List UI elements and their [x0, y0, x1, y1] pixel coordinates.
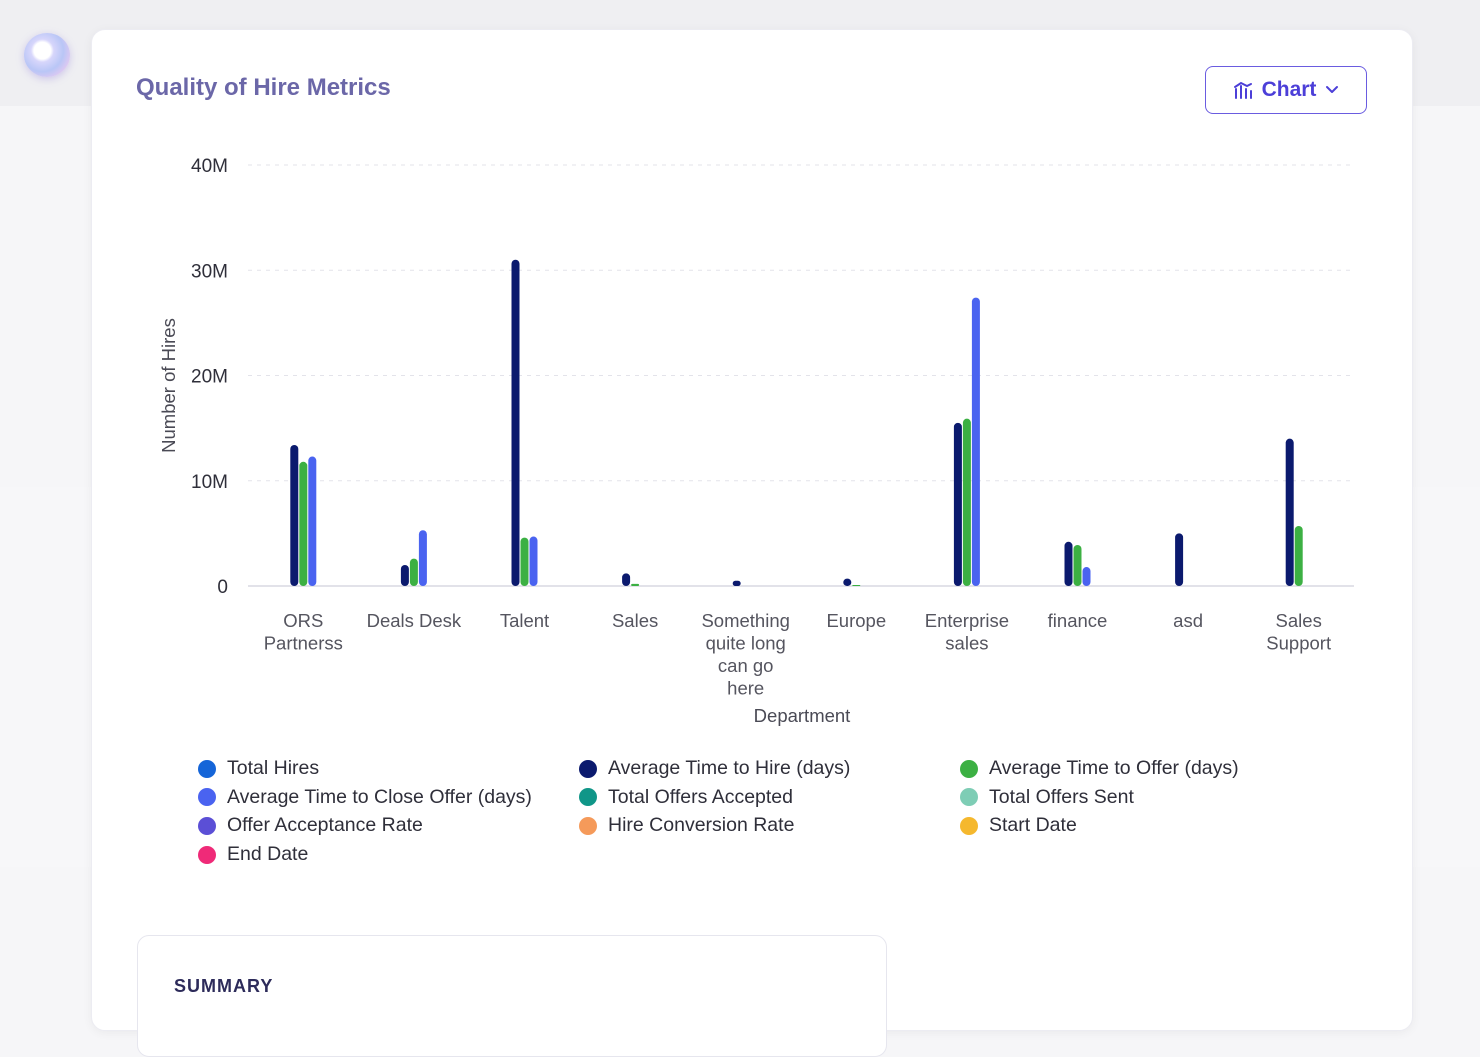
x-tick-label-line: Sales	[612, 610, 658, 631]
bar	[953, 422, 962, 586]
x-tick-label-line: ORS	[283, 610, 323, 631]
legend-label: Average Time to Close Offer (days)	[227, 785, 532, 808]
bar	[1064, 541, 1073, 586]
x-tick-label: Sales Support	[1266, 610, 1331, 654]
legend-item[interactable]: Average Time to Offer (days)	[960, 757, 1239, 780]
x-tick-label-line: Talent	[500, 610, 549, 631]
legend-swatch	[198, 816, 216, 835]
bar	[852, 584, 861, 586]
bar	[400, 564, 409, 586]
y-tick-label: 30M	[191, 261, 228, 282]
summary-label: SUMMARY	[174, 976, 274, 996]
bar	[843, 578, 852, 586]
chevron-down-icon	[1325, 85, 1339, 95]
x-tick-label-line: finance	[1048, 610, 1108, 631]
bar	[308, 456, 317, 586]
x-tick-label-line: Support	[1266, 633, 1331, 654]
legend-swatch	[579, 816, 597, 835]
x-tick-label: finance	[1048, 610, 1108, 631]
bar	[631, 583, 640, 586]
x-tick-label-line: can go	[718, 655, 774, 676]
quality-of-hire-card: Quality of Hire Metrics Chart 0 10M 20M 30M…	[91, 29, 1413, 1057]
legend-swatch	[960, 788, 978, 807]
chart-view-dropdown[interactable]: Chart	[1205, 66, 1367, 114]
legend-item[interactable]: Total Hires	[198, 757, 319, 780]
x-tick-label: Sales	[612, 610, 658, 631]
bar	[1294, 526, 1303, 586]
legend-item[interactable]: Average Time to Close Offer (days)	[198, 786, 532, 809]
y-tick-label: 0	[217, 577, 228, 598]
chart-button-label: Chart	[1261, 78, 1317, 101]
app-logo-icon[interactable]	[24, 33, 70, 77]
bar-chart: 0 10M 20M 30M 40M Number of Hires ORS Partnerss…	[158, 156, 1354, 726]
x-axis-title: Department	[754, 705, 851, 726]
legend-item[interactable]: Offer Acceptance Rate	[198, 814, 423, 837]
x-tick-label: Talent	[500, 610, 549, 631]
y-tick-label: 20M	[191, 367, 228, 388]
x-tick-label-line: quite long	[706, 633, 786, 654]
bar	[962, 418, 971, 586]
bar	[418, 530, 427, 586]
legend-item[interactable]: Hire Conversion Rate	[579, 814, 794, 837]
bar	[1082, 567, 1091, 586]
summary-card: SUMMARY	[137, 935, 887, 1057]
legend-swatch	[960, 816, 978, 835]
legend-label: End Date	[227, 843, 309, 866]
bar-chart-icon	[1233, 81, 1253, 99]
legend-item[interactable]: Start Date	[960, 814, 1077, 837]
legend-label: Total Offers Sent	[989, 785, 1134, 808]
bar	[511, 259, 520, 586]
card-title: Quality of Hire Metrics	[136, 74, 391, 101]
x-tick-label-line: Partnerss	[264, 633, 343, 654]
legend-label: Start Date	[989, 814, 1077, 837]
legend-swatch	[579, 759, 597, 778]
y-tick-label: 40M	[191, 156, 228, 177]
legend-label: Total Hires	[227, 757, 320, 779]
bar	[520, 537, 529, 586]
legend-swatch	[198, 788, 216, 807]
x-tick-label-line: sales	[945, 633, 988, 654]
x-tick-label: ORS Partnerss	[264, 610, 343, 654]
legend-swatch	[198, 759, 216, 778]
bar	[1285, 438, 1294, 586]
bar	[529, 536, 538, 586]
legend-label: Offer Acceptance Rate	[227, 814, 423, 837]
x-tick-label-line: Europe	[826, 610, 886, 631]
legend-label: Total Offers Accepted	[608, 785, 793, 808]
legend-swatch	[579, 788, 597, 807]
bar	[1175, 533, 1184, 586]
x-tick-label: Something quite long can go here	[701, 610, 789, 699]
legend-swatch	[960, 759, 978, 778]
y-axis-title: Number of Hires	[158, 318, 179, 453]
x-tick-label: Europe	[826, 610, 886, 631]
y-tick-label: 10M	[191, 472, 228, 493]
x-tick-label-line: Deals Desk	[367, 610, 462, 631]
bar	[290, 444, 299, 586]
x-tick-label-line: here	[727, 678, 764, 699]
bar	[971, 297, 980, 586]
bar	[299, 461, 308, 586]
legend-label: Average Time to Hire (days)	[608, 757, 851, 779]
x-tick-label-line: Sales	[1276, 610, 1322, 631]
legend-item[interactable]: Average Time to Hire (days)	[579, 757, 850, 780]
x-tick-label-line: Something	[701, 610, 789, 631]
legend-item[interactable]: End Date	[198, 843, 308, 866]
bar	[409, 558, 418, 586]
x-tick-label: Enterprise sales	[925, 610, 1009, 654]
bar	[732, 580, 741, 586]
legend-item[interactable]: Total Offers Accepted	[579, 786, 793, 809]
bar	[622, 573, 631, 586]
legend-label: Average Time to Offer (days)	[989, 757, 1239, 779]
legend-swatch	[198, 845, 216, 864]
x-tick-label-line: Enterprise	[925, 610, 1009, 631]
x-tick-label: Deals Desk	[367, 610, 462, 631]
legend-item[interactable]: Total Offers Sent	[960, 786, 1134, 809]
legend-label: Hire Conversion Rate	[608, 814, 795, 837]
bar	[1073, 544, 1082, 586]
x-tick-label: asd	[1173, 610, 1203, 631]
x-tick-label-line: asd	[1173, 610, 1203, 631]
